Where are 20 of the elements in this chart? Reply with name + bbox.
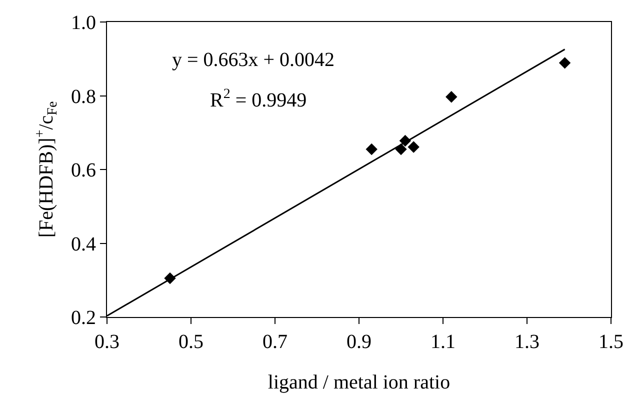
x-tick-label: 0.5 <box>178 331 204 353</box>
point <box>446 91 458 103</box>
x-tick-label: 1.5 <box>598 331 624 353</box>
point <box>395 143 407 156</box>
y-tick-label: 0.2 <box>71 307 96 329</box>
point <box>408 141 420 153</box>
annotation: R$^{2}$ = 0.9949 <box>210 87 307 112</box>
x-tick-label: 1.3 <box>514 331 540 353</box>
annotation: y = 0.663x + 0.0042 <box>172 49 335 71</box>
x-tick-label: 1.1 <box>430 331 456 353</box>
x-tick-label: 0.3 <box>94 331 120 353</box>
point <box>366 143 378 156</box>
point <box>558 57 571 69</box>
y-tick-label: 1.0 <box>71 12 96 34</box>
x-axis-title: ligand / metal ion ratio <box>268 372 450 394</box>
x-tick-label: 0.9 <box>346 331 372 353</box>
x-tick-label: 0.7 <box>262 331 288 353</box>
y-tick-label: 0.4 <box>71 233 96 256</box>
y-tick-label: 0.6 <box>71 160 96 182</box>
y-tick-label: 0.8 <box>71 86 96 108</box>
